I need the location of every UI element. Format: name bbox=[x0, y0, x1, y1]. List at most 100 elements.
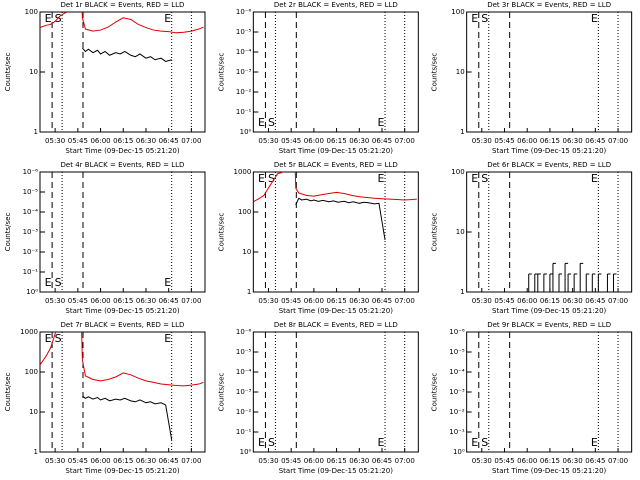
panel-title: Det 8r BLACK = Events, RED = LLD bbox=[274, 321, 398, 329]
data-layer bbox=[253, 172, 417, 241]
x-axis-label: Start Time (09-Dec-15 05:21:20) bbox=[279, 307, 393, 315]
y-tick-label: 10 bbox=[456, 68, 465, 76]
x-tick-label: 07:00 bbox=[608, 457, 628, 465]
y-tick-label: 10⁻¹ bbox=[23, 268, 39, 276]
x-tick-label: 05:30 bbox=[258, 137, 278, 145]
marker-label: S bbox=[268, 436, 275, 449]
marker-label: E bbox=[45, 12, 52, 25]
y-tick-label: 10⁻² bbox=[23, 248, 39, 256]
y-axis-label: Counts/sec bbox=[217, 53, 225, 92]
y-tick-label: 10⁻² bbox=[236, 88, 252, 96]
x-tick-label: 05:30 bbox=[45, 137, 65, 145]
x-tick-label: 05:30 bbox=[472, 137, 492, 145]
x-tick-label: 06:00 bbox=[90, 297, 110, 305]
series-line bbox=[253, 172, 417, 203]
y-tick-label: 10 bbox=[242, 248, 251, 256]
plot-frame bbox=[39, 11, 206, 133]
panel: Det 9r BLACK = Events, RED = LLD Counts/s… bbox=[431, 321, 633, 475]
marker-label: E bbox=[45, 332, 52, 345]
y-tick-label: 10⁻⁵ bbox=[236, 348, 252, 356]
marker-label: E bbox=[591, 12, 598, 25]
x-tick-label: 06:45 bbox=[159, 297, 179, 305]
marker-label: E bbox=[164, 12, 171, 25]
y-tick-label: 10⁻¹ bbox=[449, 428, 465, 436]
marker-label: S bbox=[481, 172, 488, 185]
marker-label: E bbox=[258, 172, 265, 185]
x-tick-label: 05:30 bbox=[472, 457, 492, 465]
y-axis-label: Counts/sec bbox=[431, 53, 439, 92]
x-tick-label: 06:15 bbox=[540, 297, 560, 305]
panel: Det 7r BLACK = Events, RED = LLD Counts/s… bbox=[4, 321, 206, 475]
y-tick-label: 100 bbox=[25, 8, 38, 16]
y-tick-label: 10⁻⁶ bbox=[449, 328, 465, 336]
y-tick-label: 1 bbox=[34, 448, 38, 456]
panel-title: Det 2r BLACK = Events, RED = LLD bbox=[274, 1, 398, 9]
y-tick-label: 10⁰ bbox=[453, 448, 465, 456]
x-axis-label: Start Time (09-Dec-15 05:21:20) bbox=[492, 147, 606, 155]
x-tick-label: 06:00 bbox=[90, 137, 110, 145]
y-tick-label: 10⁻² bbox=[449, 408, 465, 416]
x-tick-label: 05:45 bbox=[68, 297, 88, 305]
x-tick-label: 05:45 bbox=[68, 137, 88, 145]
y-tick-label: 10⁻⁵ bbox=[236, 28, 252, 36]
x-tick-label: 06:00 bbox=[90, 457, 110, 465]
y-tick-label: 10⁰ bbox=[240, 448, 252, 456]
panel-title: Det 4r BLACK = Events, RED = LLD bbox=[61, 161, 185, 169]
marker-label: E bbox=[45, 276, 52, 289]
x-tick-label: 06:30 bbox=[136, 137, 156, 145]
x-tick-label: 06:15 bbox=[326, 457, 346, 465]
x-tick-label: 07:00 bbox=[395, 297, 415, 305]
x-tick-label: 07:00 bbox=[181, 297, 201, 305]
data-layer bbox=[40, 12, 204, 62]
x-tick-label: 06:30 bbox=[349, 457, 369, 465]
x-tick-label: 06:15 bbox=[540, 137, 560, 145]
x-axis-label: Start Time (09-Dec-15 05:21:20) bbox=[492, 467, 606, 475]
panel-title: Det 7r BLACK = Events, RED = LLD bbox=[61, 321, 185, 329]
marker-label: S bbox=[268, 116, 275, 129]
x-axis-label: Start Time (09-Dec-15 05:21:20) bbox=[279, 147, 393, 155]
x-tick-label: 06:00 bbox=[517, 297, 537, 305]
y-tick-label: 10⁻³ bbox=[23, 228, 39, 236]
marker-label: E bbox=[378, 116, 385, 129]
plot-frame bbox=[252, 171, 419, 293]
x-tick-label: 06:30 bbox=[136, 457, 156, 465]
x-tick-label: 06:00 bbox=[517, 137, 537, 145]
marker-label: E bbox=[164, 276, 171, 289]
panel-title: Det 1r BLACK = Events, RED = LLD bbox=[61, 1, 185, 9]
x-tick-label: 06:45 bbox=[159, 457, 179, 465]
x-tick-label: 06:15 bbox=[326, 297, 346, 305]
x-tick-label: 07:00 bbox=[608, 137, 628, 145]
marker-label: S bbox=[55, 332, 62, 345]
marker-label: E bbox=[164, 332, 171, 345]
x-tick-label: 06:15 bbox=[113, 137, 133, 145]
x-tick-label: 05:45 bbox=[494, 297, 514, 305]
x-tick-label: 06:30 bbox=[349, 297, 369, 305]
x-tick-label: 05:45 bbox=[494, 137, 514, 145]
panel-title: Det 9r BLACK = Events, RED = LLD bbox=[487, 321, 611, 329]
data-layer bbox=[40, 332, 204, 441]
panel: Det 4r BLACK = Events, RED = LLD Counts/s… bbox=[4, 161, 206, 315]
x-tick-label: 07:00 bbox=[181, 457, 201, 465]
marker-label: S bbox=[55, 276, 62, 289]
panel-title: Det 3r BLACK = Events, RED = LLD bbox=[487, 1, 611, 9]
x-tick-label: 06:45 bbox=[585, 137, 605, 145]
y-tick-label: 100 bbox=[238, 208, 251, 216]
y-tick-label: 10 bbox=[29, 408, 38, 416]
x-axis-label: Start Time (09-Dec-15 05:21:20) bbox=[279, 467, 393, 475]
y-tick-label: 1000 bbox=[20, 328, 38, 336]
x-tick-label: 05:30 bbox=[472, 297, 492, 305]
y-tick-label: 10⁰ bbox=[240, 128, 252, 136]
y-axis-label: Counts/sec bbox=[4, 213, 12, 252]
panel: Det 2r BLACK = Events, RED = LLD Counts/s… bbox=[217, 1, 419, 155]
x-tick-label: 06:45 bbox=[585, 297, 605, 305]
y-tick-label: 10 bbox=[456, 228, 465, 236]
y-tick-label: 100 bbox=[451, 168, 464, 176]
y-tick-label: 100 bbox=[25, 368, 38, 376]
x-tick-label: 07:00 bbox=[608, 297, 628, 305]
y-axis-label: Counts/sec bbox=[431, 373, 439, 412]
series-line bbox=[295, 197, 386, 241]
series-line bbox=[82, 47, 172, 62]
x-tick-label: 05:45 bbox=[281, 297, 301, 305]
y-tick-label: 10⁰ bbox=[26, 288, 38, 296]
y-tick-label: 1 bbox=[34, 128, 38, 136]
